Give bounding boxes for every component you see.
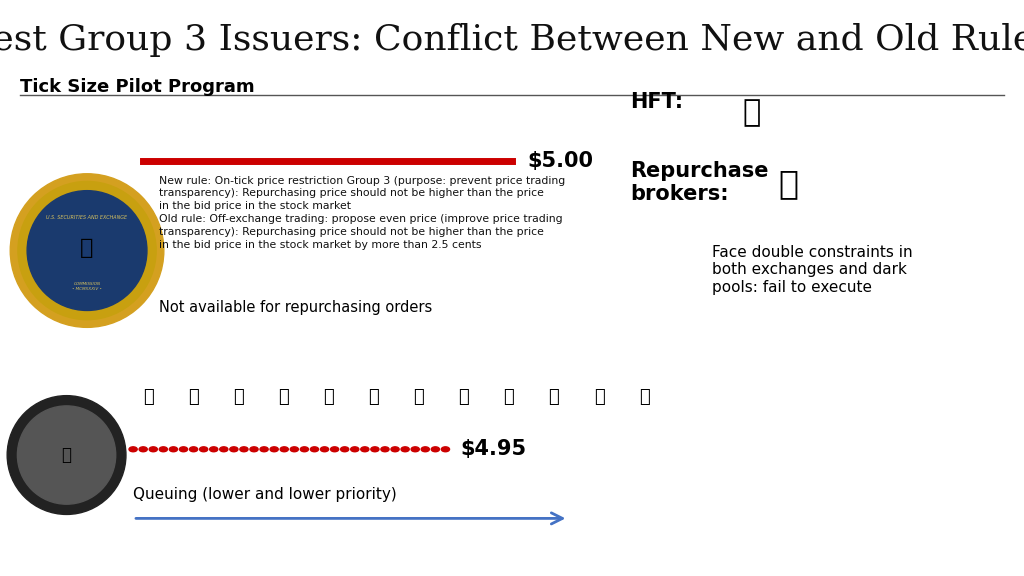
Ellipse shape: [220, 447, 228, 452]
Text: 🦢: 🦢: [369, 388, 379, 407]
Text: Face double constraints in
both exchanges and dark
pools: fail to execute: Face double constraints in both exchange…: [712, 245, 912, 294]
Text: Test Group 3 Issuers: Conflict Between New and Old Rules: Test Group 3 Issuers: Conflict Between N…: [0, 23, 1024, 57]
Text: 🦢: 🦢: [639, 388, 649, 407]
Text: HFT:: HFT:: [630, 92, 683, 112]
Text: 🦢: 🦢: [414, 388, 424, 407]
Ellipse shape: [18, 181, 157, 320]
Text: Not available for repurchasing orders: Not available for repurchasing orders: [159, 300, 432, 314]
Text: 🦢: 🦢: [504, 388, 514, 407]
Ellipse shape: [270, 447, 279, 452]
Text: $5.00: $5.00: [527, 151, 593, 171]
Ellipse shape: [350, 447, 358, 452]
Text: 🦢: 🦢: [324, 388, 334, 407]
Ellipse shape: [200, 447, 208, 452]
Ellipse shape: [7, 396, 126, 514]
Ellipse shape: [210, 447, 218, 452]
Text: 🦢: 🦢: [188, 388, 199, 407]
Ellipse shape: [360, 447, 369, 452]
Ellipse shape: [250, 447, 258, 452]
Ellipse shape: [28, 191, 147, 310]
Text: 🦢: 🦢: [279, 388, 289, 407]
Ellipse shape: [129, 447, 137, 452]
Ellipse shape: [229, 447, 238, 452]
Ellipse shape: [321, 447, 329, 452]
Ellipse shape: [381, 447, 389, 452]
Text: Tick Size Pilot Program: Tick Size Pilot Program: [20, 78, 255, 96]
Ellipse shape: [160, 447, 168, 452]
Ellipse shape: [391, 447, 399, 452]
Ellipse shape: [17, 406, 116, 504]
Ellipse shape: [179, 447, 187, 452]
Ellipse shape: [310, 447, 318, 452]
Text: Repurchase
brokers:: Repurchase brokers:: [630, 161, 768, 204]
Ellipse shape: [421, 447, 429, 452]
Text: 🦅: 🦅: [80, 238, 94, 257]
Ellipse shape: [331, 447, 339, 452]
Text: 🐸: 🐸: [778, 167, 799, 200]
Ellipse shape: [441, 447, 450, 452]
Ellipse shape: [431, 447, 439, 452]
Ellipse shape: [169, 447, 177, 452]
Text: 🦢: 🦢: [143, 388, 154, 407]
Ellipse shape: [150, 447, 158, 452]
Ellipse shape: [411, 447, 419, 452]
Text: U.S. SECURITIES AND EXCHANGE: U.S. SECURITIES AND EXCHANGE: [46, 215, 128, 220]
Ellipse shape: [300, 447, 308, 452]
Text: COMMISSION
• MCMXXXIV •: COMMISSION • MCMXXXIV •: [72, 282, 102, 291]
Ellipse shape: [341, 447, 349, 452]
Ellipse shape: [401, 447, 410, 452]
Text: 🦢: 🦢: [594, 388, 604, 407]
Text: 🦢: 🦢: [459, 388, 469, 407]
Ellipse shape: [260, 447, 268, 452]
Text: New rule: On-tick price restriction Group 3 (purpose: prevent price trading
tran: New rule: On-tick price restriction Grou…: [159, 176, 565, 249]
Ellipse shape: [240, 447, 248, 452]
Text: 🦢: 🦢: [233, 388, 244, 407]
Ellipse shape: [371, 447, 379, 452]
Ellipse shape: [281, 447, 289, 452]
Text: $4.95: $4.95: [461, 439, 527, 459]
Ellipse shape: [290, 447, 298, 452]
Ellipse shape: [189, 447, 198, 452]
Text: 🌀: 🌀: [61, 446, 72, 464]
Text: Queuing (lower and lower priority): Queuing (lower and lower priority): [133, 487, 397, 502]
Ellipse shape: [139, 447, 147, 452]
Text: 🦢: 🦢: [549, 388, 559, 407]
Ellipse shape: [10, 174, 164, 327]
Text: 🐎: 🐎: [742, 98, 761, 127]
